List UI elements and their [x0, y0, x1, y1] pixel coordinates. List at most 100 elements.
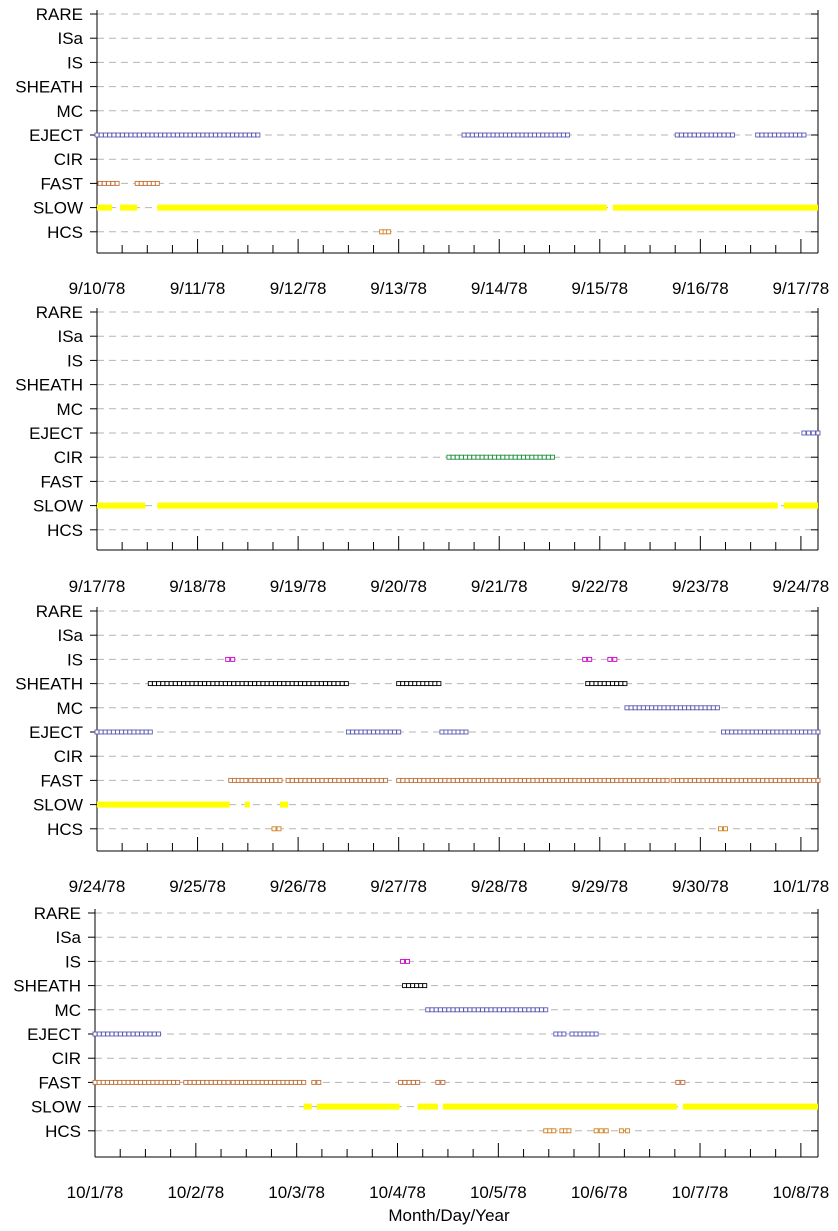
interval-point-eject [131, 729, 137, 735]
interval-point-fast [564, 777, 569, 783]
interval-point-fast [142, 180, 148, 186]
interval-point-eject [806, 430, 812, 436]
interval-point-eject [737, 729, 743, 735]
y-label-eject: EJECT [29, 723, 83, 742]
interval-point-mc [459, 1007, 464, 1013]
interval-point-sheath [147, 681, 153, 687]
interval-point-fast [547, 777, 553, 783]
interval-point-eject [392, 729, 397, 735]
y-label-cir: CIR [54, 448, 83, 467]
interval-point-fast [410, 1079, 416, 1085]
interval-point-fast [255, 1079, 261, 1085]
interval-point-eject [465, 132, 471, 138]
interval-point-eject [704, 132, 710, 138]
y-label-rare: RARE [34, 904, 81, 923]
interval-point-mc [543, 1007, 549, 1013]
x-tick-label: 9/20/78 [370, 577, 427, 596]
interval-point-eject [98, 729, 104, 735]
interval-point-hcs [543, 1128, 549, 1134]
interval-point-cir [483, 454, 489, 460]
interval-point-eject [490, 132, 496, 138]
interval-point-eject [379, 729, 385, 735]
interval-point-sheath [281, 681, 287, 687]
interval-point-cir [516, 454, 522, 460]
interval-point-fast [743, 777, 749, 783]
interval-point-fast [263, 1079, 269, 1085]
interval-point-cir [454, 454, 460, 460]
interval-point-eject [246, 132, 252, 138]
interval-slow [157, 502, 778, 509]
interval-point-fast [273, 777, 279, 783]
interval-point-fast [463, 777, 469, 783]
interval-point-eject [729, 729, 735, 735]
interval-point-eject [147, 1031, 153, 1037]
interval-point-sheath [601, 681, 607, 687]
interval-point-mc [433, 1007, 439, 1013]
interval-point-fast [656, 777, 662, 783]
interval-point-fast [505, 777, 511, 783]
interval-point-eject [807, 729, 813, 735]
interval-point-eject [447, 729, 453, 735]
interval-point-eject [721, 729, 726, 735]
interval-point-fast [768, 777, 774, 783]
interval-point-fast [747, 777, 753, 783]
y-label-sheath: SHEATH [15, 78, 83, 97]
interval-point-fast [114, 180, 120, 186]
interval-point-sheath [231, 681, 237, 687]
interval-point-mc [513, 1007, 519, 1013]
interval-point-mc [539, 1007, 544, 1013]
interval-point-eject [753, 729, 759, 735]
interval-point-fast [413, 777, 418, 783]
interval-point-mc [706, 705, 712, 711]
interval-point-fast [183, 1079, 189, 1085]
x-tick-label: 9/22/78 [571, 577, 628, 596]
x-tick-label: 9/28/78 [471, 877, 528, 896]
interval-point-mc [710, 705, 716, 711]
interval-point-sheath [214, 681, 220, 687]
interval-point-fast [196, 1079, 201, 1085]
interval-point-fast [146, 180, 152, 186]
interval-point-fast [713, 777, 719, 783]
interval-slow [316, 1103, 400, 1110]
interval-point-eject [803, 729, 809, 735]
interval-point-fast [601, 777, 607, 783]
interval-point-fast [252, 777, 258, 783]
y-label-eject: EJECT [29, 126, 83, 145]
interval-point-fast [248, 777, 254, 783]
interval-point-fast [154, 180, 160, 186]
interval-point-fast [433, 777, 439, 783]
interval-point-eject [366, 729, 372, 735]
interval-point-cir [504, 454, 510, 460]
interval-point-sheath [222, 681, 228, 687]
interval-point-cir [463, 454, 468, 460]
interval-point-mc [450, 1007, 456, 1013]
interval-point-eject [463, 729, 469, 735]
interval-point-sheath [177, 681, 182, 687]
interval-point-fast [378, 777, 384, 783]
interval-point-eject [439, 729, 445, 735]
interval-point-eject [94, 132, 100, 138]
interval-point-fast [121, 1079, 127, 1085]
interval-point-fast [315, 777, 321, 783]
interval-point-eject [127, 729, 133, 735]
interval-point-fast [138, 180, 144, 186]
interval-slow [97, 502, 146, 509]
interval-point-mc [628, 705, 634, 711]
y-label-hcs: HCS [45, 1122, 81, 1141]
interval-point-eject [119, 132, 125, 138]
interval-point-eject [581, 1031, 587, 1037]
interval-point-fast [336, 777, 342, 783]
interval-point-eject [469, 132, 475, 138]
interval-point-fast [323, 777, 329, 783]
interval-point-sheath [156, 681, 162, 687]
interval-point-fast [440, 1079, 446, 1085]
interval-point-fast [683, 777, 689, 783]
interval-point-fast [344, 777, 350, 783]
interval-point-sheath [605, 681, 611, 687]
interval-point-eject [221, 132, 227, 138]
interval-point-fast [133, 1079, 139, 1085]
interval-point-eject [762, 729, 768, 735]
interval-point-cir [487, 454, 493, 460]
interval-point-fast [109, 1079, 114, 1085]
interval-point-eject [217, 132, 223, 138]
